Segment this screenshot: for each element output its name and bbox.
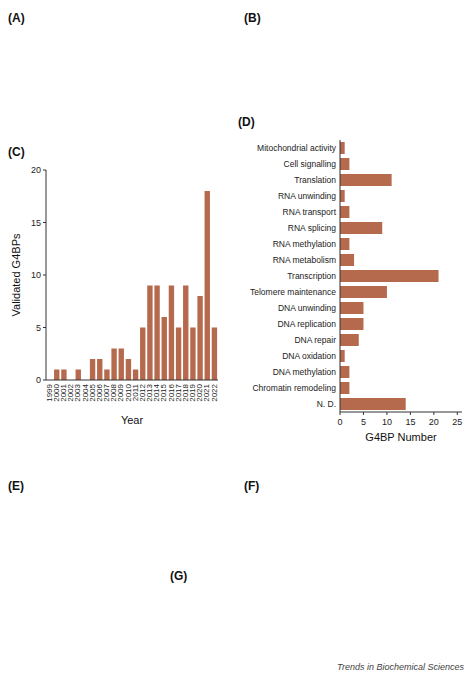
y-tick-label: Chromatin remodeling <box>252 383 336 393</box>
y-tick <box>43 170 46 171</box>
bar <box>190 328 195 381</box>
y-tick-label: DNA oxidation <box>282 351 336 361</box>
bar <box>197 296 202 380</box>
y-tick-label: RNA methylation <box>273 239 337 249</box>
bar <box>340 238 349 250</box>
y-tick-label: N. D. <box>317 399 336 409</box>
y-tick-label: RNA splicing <box>288 223 336 233</box>
y-tick <box>43 222 46 223</box>
bar <box>340 366 349 378</box>
bar <box>340 302 363 314</box>
x-tick <box>386 412 387 415</box>
bar <box>169 286 174 381</box>
bar <box>340 174 392 186</box>
y-tick-label: DNA methylation <box>273 367 337 377</box>
bar <box>104 370 109 381</box>
footer: Trends in Biochemical Sciences <box>337 662 464 672</box>
y-tick-label: RNA transport <box>283 207 337 217</box>
y-tick-label: Mitochondrial activity <box>257 143 337 153</box>
y-tick <box>43 327 46 328</box>
bar <box>340 270 439 282</box>
bar <box>340 206 349 218</box>
x-tick <box>433 412 434 415</box>
y-tick-label: Translation <box>294 175 336 185</box>
bar <box>162 317 167 380</box>
bar <box>61 370 66 381</box>
bar <box>340 318 363 330</box>
bar <box>111 349 116 381</box>
bar <box>90 359 95 380</box>
bar <box>54 370 59 381</box>
panel-label: (E) <box>8 479 24 493</box>
x-axis-label: G4BP Number <box>365 431 437 443</box>
bar <box>133 370 138 381</box>
figure: 0510152019992000200120022003200420052006… <box>0 0 474 678</box>
y-tick-label: DNA replication <box>277 319 336 329</box>
y-axis <box>340 140 341 412</box>
x-tick-label: 25 <box>452 417 462 427</box>
y-tick-label: Telomere maintenance <box>250 287 336 297</box>
y-tick-label: DNA unwinding <box>278 303 336 313</box>
bar <box>212 328 217 381</box>
bar <box>340 382 349 394</box>
y-tick <box>43 275 46 276</box>
bar <box>76 370 81 381</box>
panel-label: (A) <box>8 11 25 25</box>
bar <box>340 190 345 202</box>
chart-1: 0 5 10 15 20 25 Mitochondrial activity Cell sig… <box>238 115 462 443</box>
x-tick <box>457 412 458 415</box>
x-tick <box>363 412 364 415</box>
bar <box>176 328 181 381</box>
y-tick-label: Transcription <box>287 271 336 281</box>
bar <box>126 359 131 380</box>
x-tick-label: 2022 <box>210 383 219 401</box>
panel-label: (B) <box>244 11 261 25</box>
x-tick-label: 15 <box>405 417 415 427</box>
bar <box>340 286 387 298</box>
bar <box>97 359 102 380</box>
panel-title: (D) <box>238 115 255 129</box>
bar <box>154 286 159 381</box>
x-tick-label: 10 <box>382 417 392 427</box>
bar <box>340 142 345 154</box>
x-tick-label: 0 <box>337 417 342 427</box>
y-axis-label: Validated G4BPs <box>10 233 22 316</box>
panel-title: (C) <box>8 145 25 159</box>
x-tick <box>340 412 341 415</box>
x-axis <box>46 380 218 381</box>
bar <box>340 222 382 234</box>
bar <box>140 328 145 381</box>
x-axis <box>340 412 462 413</box>
bars <box>54 191 217 380</box>
x-tick-label: 20 <box>429 417 439 427</box>
y-tick-label: 0 <box>36 375 41 385</box>
y-tick-label: Cell signalling <box>284 159 337 169</box>
bar <box>205 191 210 380</box>
y-tick <box>43 380 46 381</box>
bar <box>340 350 345 362</box>
y-tick-label: 10 <box>31 270 41 280</box>
y-tick-label: RNA metabolism <box>273 255 336 265</box>
bar <box>340 398 406 410</box>
x-axis-label: Year <box>121 414 144 426</box>
y-tick-label: 15 <box>31 218 41 228</box>
x-tick-label: 5 <box>361 417 366 427</box>
panel-label: (G) <box>170 569 187 583</box>
panel-label: (F) <box>244 479 259 493</box>
x-tick <box>410 412 411 415</box>
bar <box>340 158 349 170</box>
bars <box>340 142 439 410</box>
bar <box>340 254 354 266</box>
bar <box>119 349 124 381</box>
y-tick-label: 5 <box>36 323 41 333</box>
bar <box>147 286 152 381</box>
y-tick-label: RNA unwinding <box>278 191 336 201</box>
chart-0: 0510152019992000200120022003200420052006… <box>8 145 219 426</box>
y-tick-label: DNA repair <box>294 335 336 345</box>
bar <box>183 286 188 381</box>
bar <box>340 334 359 346</box>
y-tick-label: 20 <box>31 165 41 175</box>
background <box>0 0 474 678</box>
